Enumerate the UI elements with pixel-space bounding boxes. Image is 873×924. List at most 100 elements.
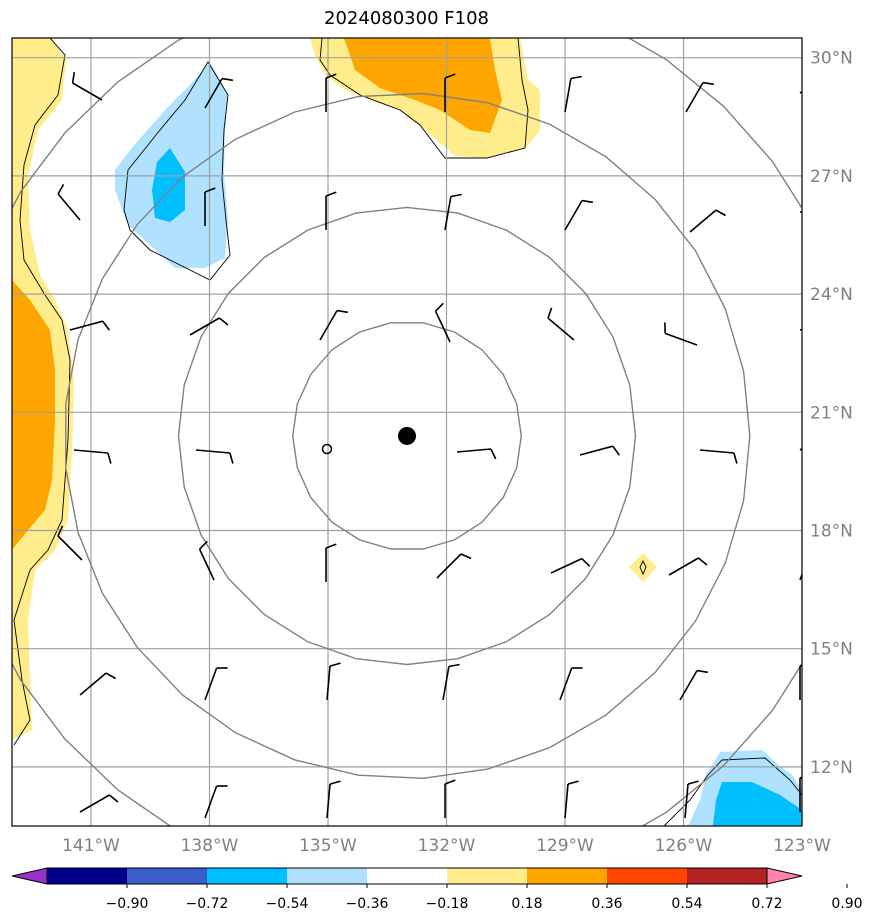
range-ring [177,206,637,666]
range-ring [291,322,523,550]
lon-tick-label: 138°W [181,836,239,856]
lat-tick-label: 15°N [810,640,853,660]
contour-lines [13,38,802,826]
colorbar-segment [47,868,128,884]
wind-barb [699,449,738,464]
colorbar-extend-high [766,867,803,885]
colorbar-segment [447,868,528,884]
colorbar-tick-label: −0.36 [346,896,389,912]
shade-positive-left-inner [12,280,55,550]
wind-barb [579,445,620,456]
colorbar-tick-label: 0.18 [511,896,542,912]
wind-barb [204,667,228,701]
wind-barb [69,320,110,331]
wind-barb [79,672,116,696]
wind-barb [436,553,472,579]
wind-barb [564,199,594,231]
shade-positive-small [629,553,657,582]
wind-barb [664,322,698,346]
contour-upper-blue [123,61,231,281]
lat-tick-label: 24°N [810,285,853,305]
range-ring [65,92,751,780]
wind-barb [799,572,802,581]
wind-barb [564,75,582,113]
wind-barb [799,328,802,331]
range-rings [12,38,802,826]
wind-barb [204,187,216,226]
wind-barbs [57,71,802,819]
wind-barb [73,449,112,464]
colorbar-tick-label: 0.36 [591,896,622,912]
latitude-labels: 30°N 27°N 24°N 21°N 18°N 15°N 12°N [810,49,853,778]
lat-tick-label: 27°N [810,167,853,187]
wind-barb [689,209,726,233]
wind-barb [550,557,591,574]
calm-wind-marker [321,443,333,455]
colorbar-segment [287,868,368,884]
map-title: 2024080300 F108 [324,8,489,29]
colorbar-tick-label: −0.54 [266,896,309,912]
wind-barb [198,540,215,581]
wind-barb [456,448,497,460]
colorbar-tick-label: 0.90 [831,896,862,912]
wind-barb [668,557,708,576]
wind-barb [325,191,337,230]
wind-barb [799,447,802,451]
shade-negative-upper-inner [152,148,185,222]
colorbar-segment [127,868,208,884]
wind-barb [444,73,456,112]
wind-barb [685,81,715,113]
lat-tick-label: 30°N [810,49,853,69]
wind-barb [444,193,462,231]
contour-diamond [639,559,647,576]
colorbar-frame [46,867,768,885]
wind-barb [444,779,456,818]
wind-barb [71,71,103,101]
wind-barb [79,794,119,813]
wind-barb [559,667,583,701]
shaded-field [12,38,802,826]
colorbar-segment [367,868,448,884]
wind-barb [189,317,229,336]
lon-tick-label: 132°W [418,836,476,856]
wind-barb [195,449,234,464]
wind-barb [684,780,699,819]
lon-tick-label: 126°W [655,836,713,856]
wind-barb [547,307,575,341]
colorbar-segment [687,868,768,884]
colorbar-segment [527,868,608,884]
wind-barb [204,77,234,109]
wind-barb [325,543,337,582]
colorbar-tick-label: −0.90 [106,896,149,912]
colorbar-extend-low [11,867,48,885]
wind-barb [326,662,341,701]
colorbar-tick-label: 0.54 [671,896,702,912]
lat-tick-label: 12°N [810,758,853,778]
contour-left [13,38,71,746]
shade-positive-top-inner [344,38,502,133]
lat-tick-label: 21°N [810,403,853,423]
colorbar-tick-label: −0.72 [186,896,229,912]
contour-lower-blue [663,757,802,826]
lon-tick-label: 129°W [536,836,594,856]
map-frame [11,37,803,827]
wind-barb [564,780,579,819]
range-ring [12,38,802,826]
wind-barb [679,669,709,701]
shade-negative-lower-inner [713,782,802,826]
colorbar-tick-label: 0.72 [751,896,782,912]
wind-barb [800,211,802,213]
wind-barb [319,309,349,341]
wind-barb [326,780,341,819]
wind-barb [325,73,337,112]
wind-barb [442,663,460,701]
colorbar-segment [607,868,688,884]
wind-barb [204,785,228,819]
lon-tick-label: 123°W [773,836,831,856]
wind-barb [57,525,83,561]
longitude-labels: 141°W 138°W 135°W 132°W 129°W 126°W 123°W [62,836,831,856]
lat-tick-label: 18°N [810,522,853,542]
colorbar-segment [207,868,288,884]
wind-barb [57,184,81,221]
